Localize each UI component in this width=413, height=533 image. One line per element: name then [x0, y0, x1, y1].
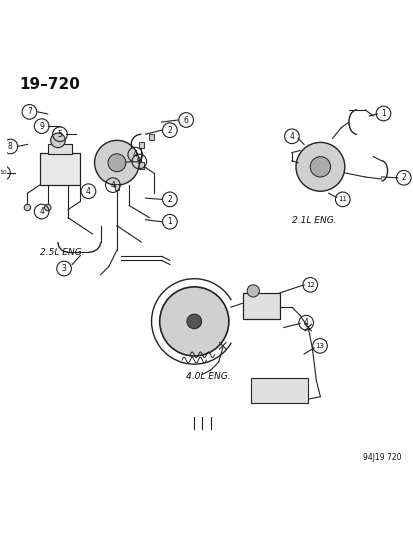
Text: 5: 5	[57, 130, 62, 139]
FancyBboxPatch shape	[40, 152, 80, 185]
Circle shape	[159, 287, 228, 356]
Circle shape	[295, 142, 344, 191]
Text: 19–720: 19–720	[19, 77, 80, 92]
Circle shape	[247, 285, 259, 297]
Text: 6: 6	[183, 116, 188, 125]
Circle shape	[45, 204, 51, 211]
Text: 4: 4	[110, 181, 115, 190]
Circle shape	[187, 314, 201, 329]
Text: 13: 13	[315, 343, 324, 349]
Text: 4: 4	[303, 318, 308, 327]
Text: 8: 8	[8, 142, 13, 151]
Bar	[114, 184, 119, 190]
Circle shape	[94, 140, 139, 185]
Text: 2.5L ENG.: 2.5L ENG.	[40, 248, 84, 257]
FancyBboxPatch shape	[242, 293, 279, 319]
Text: 2: 2	[167, 126, 172, 135]
Circle shape	[309, 157, 330, 177]
Circle shape	[24, 204, 31, 211]
Text: 4: 4	[39, 207, 44, 216]
FancyBboxPatch shape	[251, 378, 307, 403]
Bar	[149, 134, 154, 140]
Bar	[139, 163, 143, 169]
Text: 4: 4	[289, 132, 294, 141]
FancyBboxPatch shape	[47, 144, 72, 154]
Text: 2: 2	[401, 173, 405, 182]
Text: 7: 7	[27, 107, 32, 116]
Text: 94J19 720: 94J19 720	[363, 453, 401, 462]
Text: 4: 4	[133, 150, 138, 159]
Text: 9: 9	[39, 122, 44, 131]
Text: 4.0L ENG.: 4.0L ENG.	[186, 372, 230, 381]
Text: 3: 3	[62, 264, 66, 273]
Text: 12: 12	[305, 282, 314, 288]
Text: 9: 9	[137, 157, 141, 166]
Text: 11: 11	[337, 196, 347, 203]
Text: 2: 2	[167, 195, 172, 204]
Bar	[139, 142, 143, 149]
Text: 1: 1	[167, 217, 172, 226]
Circle shape	[108, 154, 126, 172]
Text: 2.1L ENG.: 2.1L ENG.	[291, 216, 336, 224]
Text: 4: 4	[86, 187, 91, 196]
Text: 10: 10	[0, 171, 7, 175]
Text: 1: 1	[380, 109, 385, 118]
Circle shape	[50, 133, 65, 148]
